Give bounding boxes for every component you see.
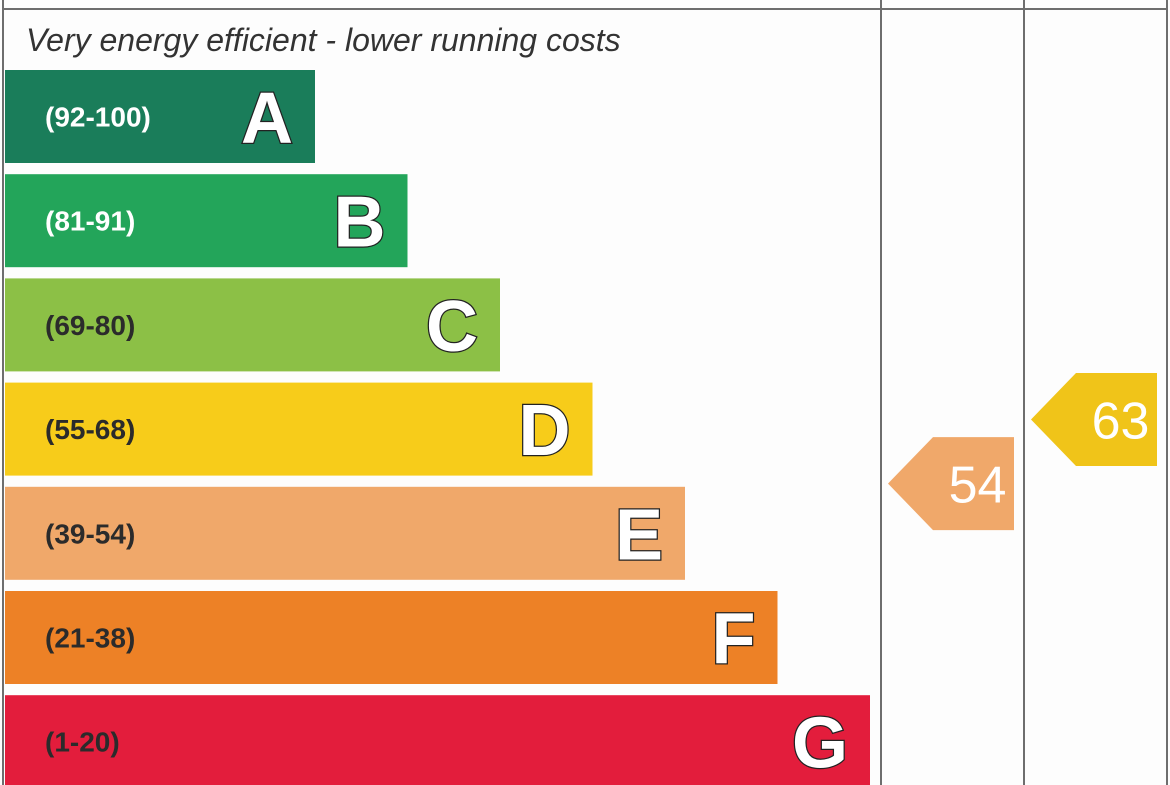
band-letter: E [615,495,663,575]
rating-arrow-shape [1031,372,1157,466]
band-letter: F [712,600,756,680]
band-letter: C [426,287,478,367]
band-bar [5,382,593,476]
band-range-label: (55-68) [45,414,135,445]
band-bar [5,486,685,580]
potential-rating-arrow: 63 [1031,372,1157,466]
current-rating-value: 54 [949,457,1007,515]
band-f: (21-38) F [5,591,778,684]
band-e: (39-54) E [5,486,685,580]
band-c: (69-80) C [5,278,500,372]
band-letter: A [241,79,293,159]
band-bar [5,174,408,268]
band-range-label: (69-80) [45,310,135,341]
band-bar [5,70,315,163]
band-letter: D [519,391,571,471]
band-bar [5,695,870,785]
band-letter: G [792,704,848,784]
band-g: (1-20) G [5,695,870,785]
band-range-label: (92-100) [45,102,151,133]
rating-bands: (92-100) A (81-91) B (69-80) C (55-68) D (39-54)… [5,70,870,785]
band-range-label: (81-91) [45,206,135,237]
rating-arrows: 54 63 [888,372,1157,531]
band-b: (81-91) B [5,174,408,268]
band-a: (92-100) A [5,70,315,163]
chart-header-text: Very energy efficient - lower running co… [26,22,621,58]
band-range-label: (21-38) [45,623,135,654]
band-range-label: (39-54) [45,518,135,549]
band-bar [5,278,500,372]
band-letter: B [334,183,386,263]
band-d: (55-68) D [5,382,593,476]
band-range-label: (1-20) [45,727,120,758]
current-rating-arrow: 54 [888,437,1014,531]
potential-rating-value: 63 [1092,392,1150,450]
rating-arrow-shape [888,437,1014,531]
band-bar [5,591,778,684]
